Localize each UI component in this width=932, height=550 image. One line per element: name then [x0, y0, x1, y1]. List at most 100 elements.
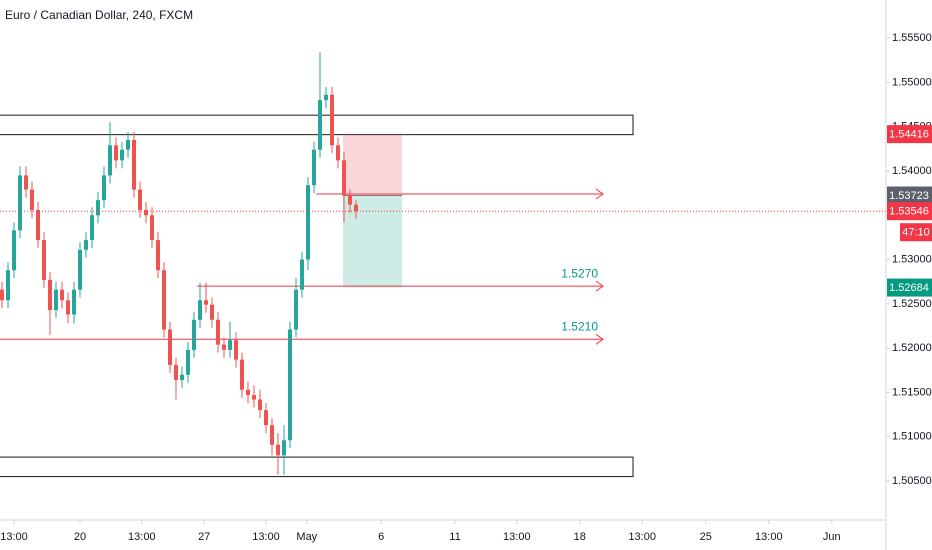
y-tick-label: 1.52000: [892, 342, 932, 354]
candle-body: [288, 329, 292, 441]
candle-body: [30, 189, 34, 210]
x-tick-label: 13:00: [0, 531, 28, 543]
price-badge: [887, 278, 932, 297]
candle-body: [228, 340, 232, 350]
candle-body: [258, 399, 262, 411]
y-tick-label: 1.51000: [892, 431, 932, 443]
candle-body: [6, 270, 10, 301]
ray-arrow: [595, 280, 604, 292]
price-badge: [887, 125, 932, 144]
candle-body: [156, 240, 160, 271]
x-tick-label: 18: [574, 531, 586, 543]
candle-body: [54, 289, 58, 311]
candle-body: [342, 160, 346, 195]
candle-body: [90, 215, 94, 241]
y-tick-label: 1.50500: [892, 475, 932, 487]
candle-body: [192, 319, 196, 350]
x-tick-label: 25: [700, 531, 712, 543]
candle-body: [126, 139, 130, 150]
candle-body: [168, 329, 172, 365]
candle-body: [36, 209, 40, 241]
x-tick-label: 13:00: [128, 531, 156, 543]
target-area: [343, 195, 402, 288]
candle-body: [108, 145, 112, 176]
x-tick-label: 13:00: [503, 531, 531, 543]
candle-body: [24, 175, 28, 190]
ray-arrow: [595, 333, 604, 345]
candle-body: [246, 389, 250, 396]
ray-label: 1.5210: [561, 319, 598, 333]
candle-body: [0, 289, 4, 301]
candle-body: [84, 240, 88, 250]
price-badge-label: 1.53723: [889, 190, 929, 202]
price-badge: [887, 186, 932, 205]
y-tick-label: 1.54000: [892, 165, 932, 177]
candle-body: [96, 200, 100, 216]
candle-body: [180, 374, 184, 381]
candle-body: [114, 145, 118, 161]
candle-body: [18, 175, 22, 231]
y-tick-label: 1.55000: [892, 76, 932, 88]
candle-body: [198, 300, 202, 320]
candle-body: [72, 289, 76, 315]
x-tick-label: 6: [378, 531, 384, 543]
candle-body: [252, 395, 256, 400]
candle-body: [162, 270, 166, 330]
x-tick-label: May: [296, 531, 317, 543]
candle-body: [348, 194, 352, 205]
candle-body: [336, 145, 340, 161]
candle-body: [306, 185, 310, 260]
candle-body: [12, 230, 16, 271]
candle-body: [318, 100, 322, 150]
price-badge: [887, 202, 932, 221]
y-tick-label: 1.52500: [892, 298, 932, 310]
x-tick-label: 13:00: [252, 531, 280, 543]
candle-body: [150, 215, 154, 241]
zone: [0, 114, 634, 136]
candle-body: [216, 319, 220, 345]
countdown-badge: [900, 223, 932, 242]
candle-body: [138, 189, 142, 210]
candle-body: [132, 139, 136, 190]
y-tick-label: 1.55500: [892, 32, 932, 44]
candle-body: [270, 425, 274, 445]
price-badge-label: 1.54416: [889, 129, 929, 141]
countdown-label: 47:10: [902, 227, 930, 239]
candle-body: [240, 359, 244, 390]
x-tick-label: Jun: [823, 531, 841, 543]
candle-body: [324, 94, 328, 101]
candle-body: [186, 349, 190, 375]
chart-title: Euro / Canadian Dollar, 240, FXCM: [5, 8, 193, 22]
candle-body: [48, 279, 52, 311]
candle-body: [330, 94, 334, 146]
x-tick-label: 27: [198, 531, 210, 543]
candle-body: [120, 149, 124, 161]
candle-body: [312, 149, 316, 186]
y-tick-label: 1.53000: [892, 253, 932, 265]
x-tick-label: 13:00: [755, 531, 783, 543]
ray-label: 1.5270: [561, 266, 598, 280]
ray-arrow: [595, 188, 604, 200]
candle-body: [204, 300, 208, 305]
candle-body: [300, 259, 304, 290]
price-badge-label: 1.52684: [889, 282, 929, 294]
candle-body: [144, 209, 148, 216]
candle-body: [282, 440, 286, 456]
candle-body: [222, 344, 226, 350]
x-tick-label: 11: [449, 531, 460, 543]
x-tick-label: 20: [74, 531, 86, 543]
candle-body: [294, 289, 298, 330]
x-tick-label: 13:00: [628, 531, 656, 543]
zone: [0, 456, 634, 478]
stop-area: [343, 134, 402, 196]
candle-body: [42, 240, 46, 280]
price-badge-label: 1.53546: [889, 206, 929, 218]
candle-body: [102, 175, 106, 201]
candle-body: [264, 410, 268, 426]
candle-body: [78, 249, 82, 290]
candle-body: [234, 340, 238, 360]
candle-body: [60, 289, 64, 301]
